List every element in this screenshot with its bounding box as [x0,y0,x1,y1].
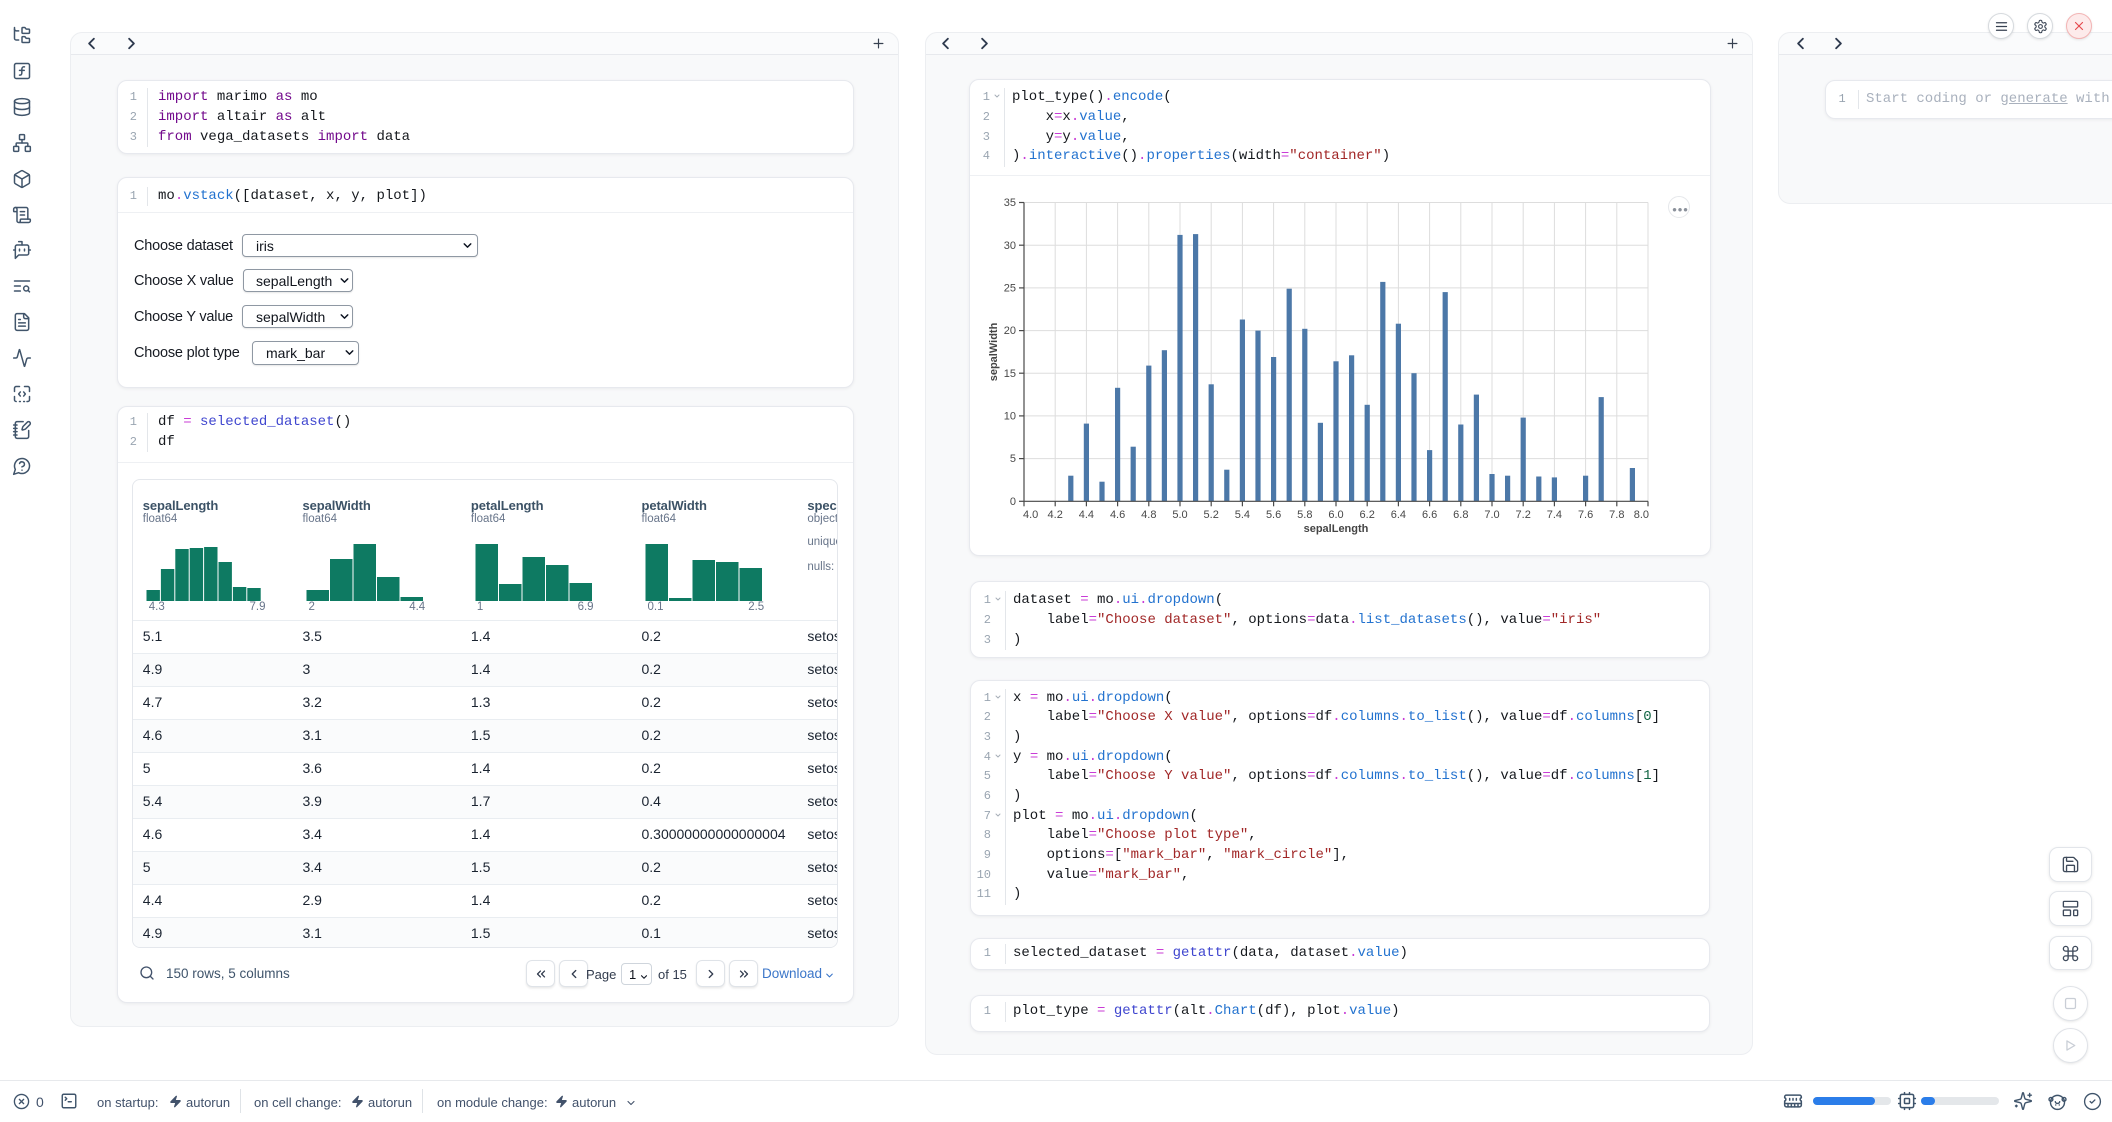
svg-text:4.2: 4.2 [1048,509,1063,521]
svg-text:5: 5 [1010,453,1016,465]
svg-text:4.4: 4.4 [1079,509,1094,521]
svg-text:8.0: 8.0 [1634,509,1649,521]
svg-text:5.8: 5.8 [1297,509,1312,521]
svg-text:7.4: 7.4 [1547,509,1562,521]
svg-text:35: 35 [1004,197,1016,209]
svg-text:5.6: 5.6 [1266,509,1281,521]
svg-text:15: 15 [1004,368,1016,380]
svg-text:7.2: 7.2 [1516,509,1531,521]
svg-text:20: 20 [1004,325,1016,337]
svg-text:5.4: 5.4 [1235,509,1250,521]
svg-text:6.6: 6.6 [1422,509,1437,521]
svg-text:0: 0 [1010,496,1016,508]
svg-text:7.8: 7.8 [1609,509,1624,521]
svg-text:10: 10 [1004,411,1016,423]
svg-text:25: 25 [1004,283,1016,295]
svg-text:6.8: 6.8 [1453,509,1468,521]
svg-text:6.2: 6.2 [1360,509,1375,521]
svg-text:30: 30 [1004,240,1016,252]
svg-text:sepalWidth: sepalWidth [988,322,1000,381]
svg-text:sepalLength: sepalLength [1304,523,1369,535]
svg-text:4.0: 4.0 [1023,509,1038,521]
svg-text:4.8: 4.8 [1141,509,1156,521]
svg-text:5.0: 5.0 [1172,509,1187,521]
svg-text:5.2: 5.2 [1204,509,1219,521]
svg-text:6.4: 6.4 [1391,509,1406,521]
svg-text:7.6: 7.6 [1578,509,1593,521]
svg-text:4.6: 4.6 [1110,509,1125,521]
svg-text:6.0: 6.0 [1328,509,1343,521]
svg-text:7.0: 7.0 [1484,509,1499,521]
